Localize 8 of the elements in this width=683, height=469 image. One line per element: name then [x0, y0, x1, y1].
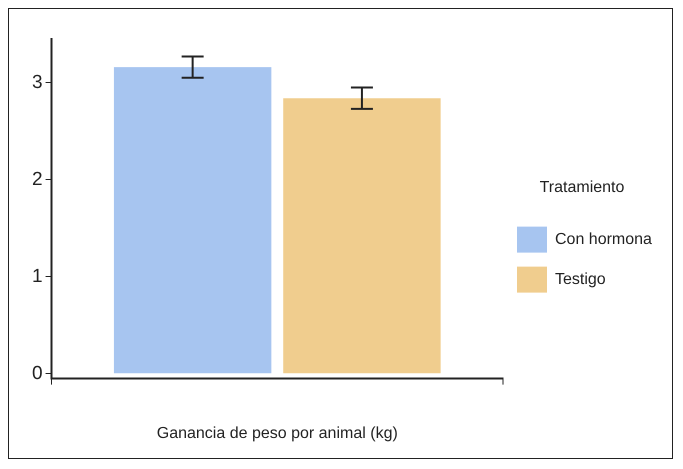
legend-label: Testigo [555, 271, 606, 288]
y-tick-label: 0 [32, 362, 43, 384]
x-axis-title: Ganancia de peso por animal (kg) [156, 424, 398, 442]
legend-title: Tratamiento [540, 178, 624, 196]
y-tick-label: 2 [32, 168, 43, 190]
y-tick-label: 3 [32, 72, 43, 93]
legend-label: Con hormona [555, 231, 652, 248]
y-tick-label: 1 [32, 266, 43, 287]
